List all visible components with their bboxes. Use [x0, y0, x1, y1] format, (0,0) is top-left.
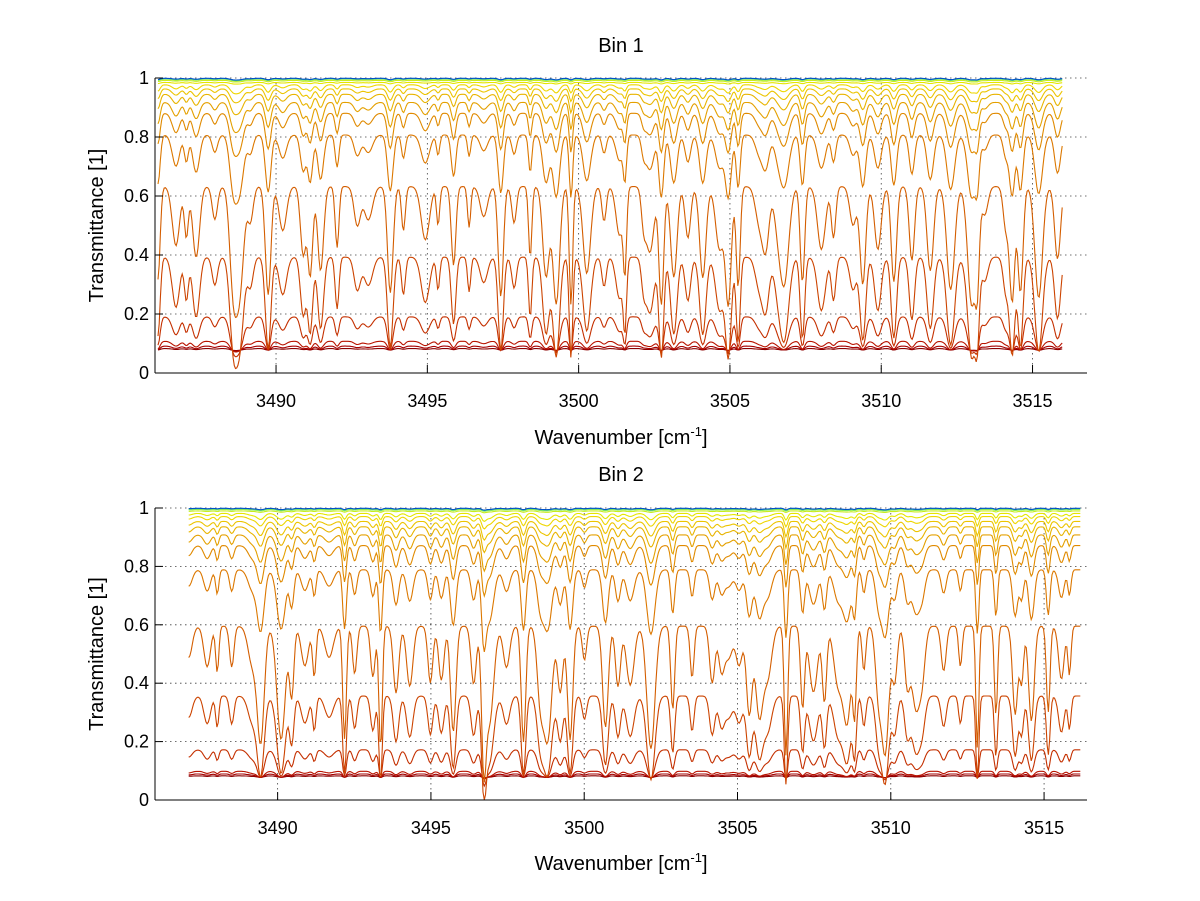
series-line: [188, 507, 1081, 511]
series-line: [188, 770, 1081, 780]
series-line: [188, 526, 1081, 554]
series-line: [157, 340, 1063, 353]
x-axis-label: Wavenumber [cm-1]: [534, 424, 707, 449]
x-tick-label: 3505: [717, 818, 757, 838]
x-tick-label: 3500: [559, 391, 599, 411]
series-line: [157, 93, 1063, 116]
y-tick-label: 0.8: [124, 556, 149, 576]
series-line: [188, 510, 1081, 514]
y-tick-label: 0.4: [124, 245, 149, 265]
x-axis-label: Wavenumber [cm-1]: [534, 850, 707, 875]
y-tick-label: 1: [139, 68, 149, 88]
y-tick-label: 0.2: [124, 732, 149, 752]
series-line: [188, 773, 1081, 780]
series-line: [188, 775, 1081, 779]
series-line: [157, 345, 1063, 352]
series-line: [188, 508, 1081, 512]
series-line: [188, 512, 1081, 523]
series-line: [157, 316, 1063, 358]
series-line: [157, 79, 1063, 83]
series-line: [157, 81, 1063, 85]
axes: 3490 3495 3500 3505 3510 3515 0 0.2 0.4 0.6 0.8 1: [124, 498, 1087, 838]
series-line: [157, 84, 1063, 95]
grid: [155, 77, 1087, 374]
series-line: [157, 78, 1063, 82]
chart-bin-1: Bin 1 Wavenumber [cm-1] Transmittance [1…: [86, 35, 1087, 449]
series-line: [188, 516, 1081, 530]
series-line: [157, 256, 1063, 370]
y-tick-label: 0.6: [124, 186, 149, 206]
series-line: [188, 545, 1081, 599]
y-tick-label: 0: [139, 363, 149, 383]
series-line: [188, 625, 1081, 783]
chart-bin-2: Bin 2 Wavenumber [cm-1] Transmittance [1…: [86, 464, 1087, 875]
series-line: [188, 749, 1081, 788]
y-tick-label: 1: [139, 498, 149, 518]
x-tick-label: 3495: [411, 818, 451, 838]
series-line: [188, 695, 1081, 800]
y-tick-label: 0.2: [124, 304, 149, 324]
series-line: [157, 101, 1063, 134]
y-tick-label: 0.4: [124, 673, 149, 693]
series-line: [188, 569, 1081, 653]
x-tick-label: 3490: [258, 818, 298, 838]
chart-title: Bin 1: [598, 35, 644, 57]
series-group: [157, 77, 1063, 370]
series-group: [188, 507, 1081, 800]
x-tick-label: 3510: [871, 818, 911, 838]
series-line: [188, 520, 1081, 542]
axes: 3490 3495 3500 3505 3510 3515 0 0.2 0.4 0.6 0.8 1: [124, 68, 1087, 411]
x-tick-label: 3495: [407, 391, 447, 411]
y-axis-label: Transmittance [1]: [86, 149, 108, 303]
y-tick-label: 0.8: [124, 127, 149, 147]
y-axis-label: Transmittance [1]: [86, 577, 108, 731]
y-tick-label: 0.6: [124, 615, 149, 635]
series-line: [157, 186, 1063, 319]
x-tick-label: 3490: [256, 391, 296, 411]
chart-title: Bin 2: [598, 464, 644, 486]
x-tick-label: 3500: [564, 818, 604, 838]
series-line: [157, 112, 1063, 157]
series-line: [157, 77, 1063, 81]
x-tick-label: 3505: [710, 391, 750, 411]
series-line: [188, 534, 1081, 573]
x-tick-label: 3515: [1024, 818, 1064, 838]
series-line: [157, 134, 1063, 205]
y-tick-label: 0: [139, 790, 149, 810]
x-tick-label: 3515: [1013, 391, 1053, 411]
series-line: [157, 348, 1063, 352]
x-tick-label: 3510: [861, 391, 901, 411]
series-line: [157, 88, 1063, 104]
